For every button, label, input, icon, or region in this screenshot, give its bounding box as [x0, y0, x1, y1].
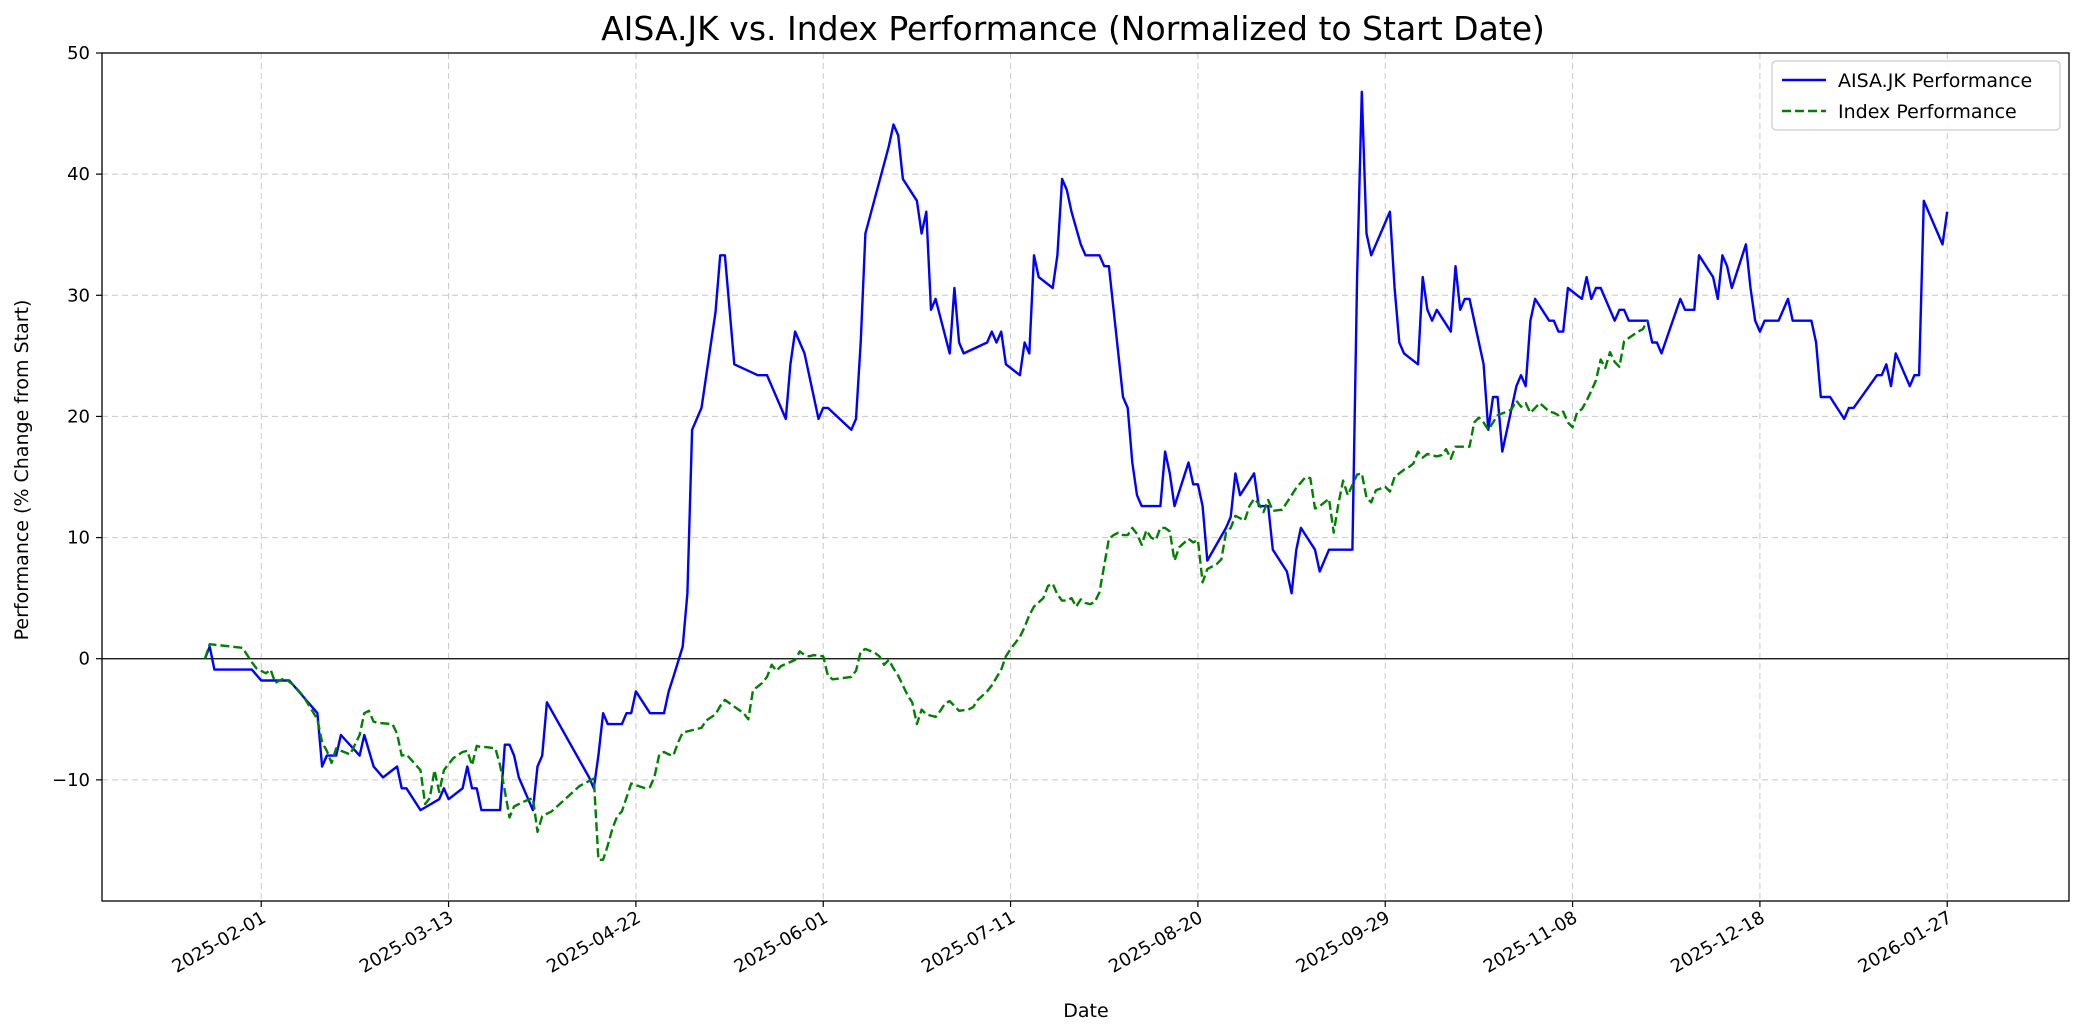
y-tick-label: 30 — [67, 285, 90, 306]
series-layer — [203, 90, 1949, 861]
series-line-index — [203, 320, 1649, 861]
chart-title: AISA.JK vs. Index Performance (Normalize… — [601, 9, 1545, 48]
legend-label-aisa: AISA.JK Performance — [1838, 70, 2032, 92]
legend: AISA.JK Performance Index Performance — [1771, 60, 2061, 131]
y-axis-label: Performance (% Change from Start) — [11, 300, 33, 641]
x-axis-label: Date — [1063, 1000, 1108, 1022]
y-axis: −10 0 10 20 30 40 50 — [52, 43, 102, 791]
y-tick-label: 10 — [67, 528, 90, 549]
y-tick-label: 0 — [79, 649, 90, 670]
grid — [102, 53, 2069, 901]
y-tick-label: 20 — [67, 406, 90, 427]
y-tick-label: 40 — [67, 164, 90, 185]
y-tick-label: 50 — [67, 43, 90, 64]
plot-frame — [101, 52, 2070, 902]
legend-box — [1771, 60, 2061, 131]
y-tick-label: −10 — [52, 770, 90, 791]
series-line-aisa — [203, 90, 1949, 812]
legend-label-index: Index Performance — [1838, 101, 2017, 123]
